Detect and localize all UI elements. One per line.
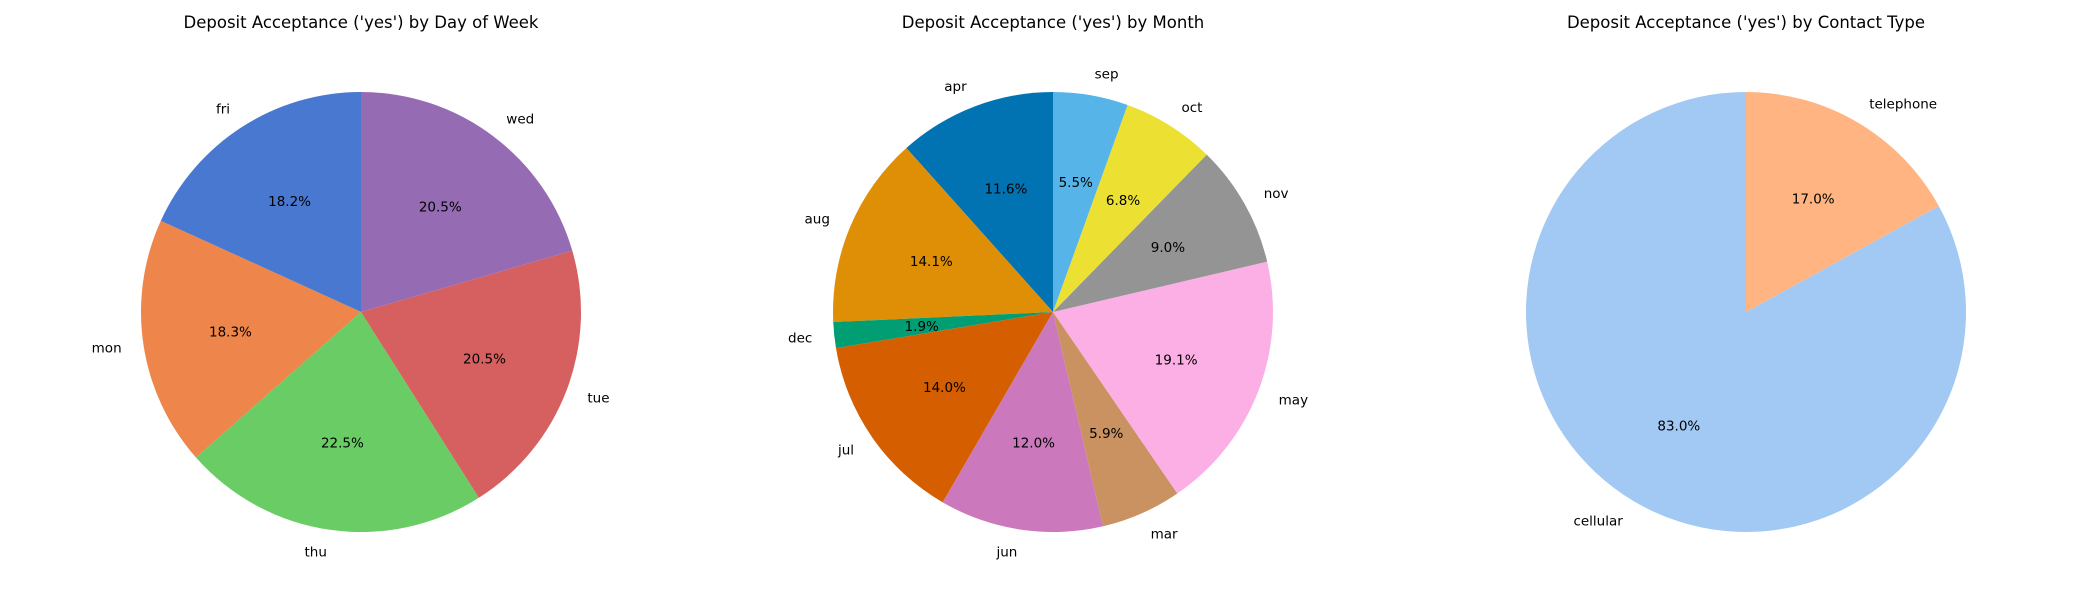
pie-slices (833, 92, 1274, 533)
slice-percent-nov: 9.0% (1151, 240, 1185, 256)
slice-label-mar: mar (1151, 526, 1178, 542)
slice-percent-dec: 1.9% (905, 319, 939, 335)
pie-slice-wed (361, 92, 573, 312)
pie-slice-aug (833, 148, 1053, 323)
slice-label-dec: dec (788, 330, 812, 346)
chart-title: Deposit Acceptance ('yes') by Day of Wee… (184, 13, 539, 32)
pie-chart-day-of-week: Deposit Acceptance ('yes') by Day of Wee… (0, 0, 700, 600)
slice-label-wed: wed (506, 111, 534, 127)
pie-slices (141, 92, 581, 532)
pie-slice-apr (906, 92, 1053, 312)
chart-title: Deposit Acceptance ('yes') by Month (902, 13, 1205, 32)
pie-slice-thu (195, 312, 479, 532)
slice-percent-fri: 18.2% (268, 194, 311, 210)
slice-label-sep: sep (1095, 67, 1119, 83)
pie-chart-contact-type-svg: Deposit Acceptance ('yes') by Contact Ty… (1526, 13, 1967, 533)
pie-slice-fri (160, 92, 361, 312)
slice-label-aug: aug (804, 211, 829, 227)
slice-percent-sep: 5.5% (1059, 175, 1093, 191)
slice-percent-mar: 5.9% (1089, 426, 1123, 442)
pie-labels: fri 18.2% mon 18.3% thu 22.5% tue 20.5% wed 20.5% (92, 101, 610, 560)
pie-slice-jul (835, 312, 1053, 503)
slice-percent-mon: 18.3% (209, 324, 252, 340)
slice-label-telephone: telephone (1869, 97, 1937, 113)
pie-slice-may (1053, 261, 1274, 494)
slice-percent-apr: 11.6% (984, 182, 1027, 198)
pie-slice-nov (1053, 154, 1268, 312)
pie-chart-month-svg: Deposit Acceptance ('yes') by Month apr 1… (788, 13, 1308, 561)
slice-percent-aug: 14.1% (910, 254, 953, 270)
slice-label-tue: tue (587, 391, 609, 407)
pie-slices (1526, 92, 1967, 533)
slice-label-jul: jul (837, 443, 854, 459)
slice-label-may: may (1279, 392, 1308, 408)
slice-label-cellular: cellular (1573, 513, 1623, 529)
slice-percent-jun: 12.0% (1012, 436, 1055, 452)
pie-slice-jun (942, 312, 1104, 533)
pie-labels: apr 11.6% aug 14.1% dec 1.9% jul 14.0% jun 12.0% m… (788, 67, 1308, 561)
slice-percent-jul: 14.0% (923, 380, 966, 396)
pie-chart-contact-type: Deposit Acceptance ('yes') by Contact Ty… (1400, 0, 2100, 600)
pie-labels: cellular 83.0% telephone 17.0% (1573, 97, 1937, 530)
pie-slice-sep (1053, 92, 1128, 312)
chart-title: Deposit Acceptance ('yes') by Contact Ty… (1567, 13, 1925, 32)
slice-percent-may: 19.1% (1155, 353, 1198, 369)
pie-chart-day-of-week-svg: Deposit Acceptance ('yes') by Day of Wee… (92, 13, 610, 561)
pie-slice-oct (1053, 105, 1207, 312)
slice-percent-cellular: 83.0% (1657, 419, 1700, 435)
pie-slice-mar (1053, 312, 1178, 527)
slice-percent-telephone: 17.0% (1792, 191, 1835, 207)
slice-label-mon: mon (92, 341, 122, 357)
pie-slice-tue (361, 250, 581, 498)
pie-slice-telephone (1746, 92, 1939, 312)
slice-label-apr: apr (944, 79, 967, 95)
slice-percent-tue: 20.5% (463, 352, 506, 368)
slice-percent-wed: 20.5% (419, 199, 462, 215)
slice-percent-oct: 6.8% (1106, 193, 1140, 209)
pie-slice-mon (141, 220, 361, 458)
pie-slice-dec (833, 312, 1053, 349)
slice-label-nov: nov (1264, 186, 1289, 202)
slice-label-fri: fri (216, 101, 230, 117)
slice-percent-thu: 22.5% (321, 436, 364, 452)
slice-label-jun: jun (995, 544, 1017, 560)
slice-label-thu: thu (304, 545, 326, 561)
pie-slice-cellular (1526, 92, 1967, 533)
pie-chart-month: Deposit Acceptance ('yes') by Month apr 1… (700, 0, 1400, 600)
slice-label-oct: oct (1182, 100, 1203, 116)
